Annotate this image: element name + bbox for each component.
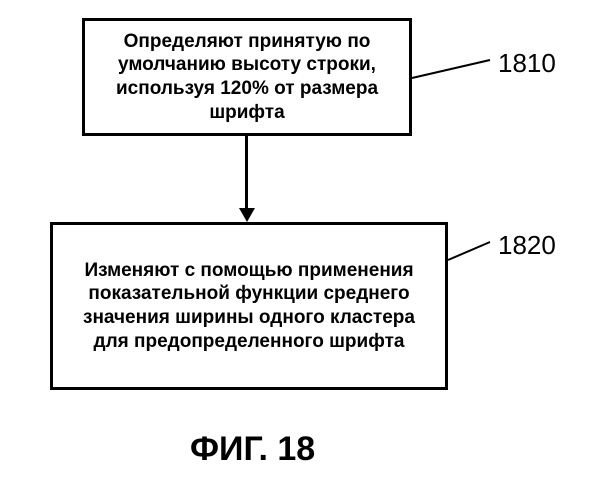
flow-node-2: Изменяют с помощью применения показатель… <box>50 222 448 390</box>
ref-label-2: 1820 <box>498 230 556 261</box>
ref-label-1: 1810 <box>498 48 556 79</box>
flow-node-1: Определяют принятую по умолчанию высоту … <box>82 18 412 136</box>
flow-node-1-text: Определяют принятую по умолчанию высоту … <box>99 30 395 125</box>
figure-caption: ФИГ. 18 <box>190 430 315 469</box>
arrow-1-head <box>239 208 255 222</box>
arrow-1-line <box>245 136 248 208</box>
flow-node-2-text: Изменяют с помощью применения показатель… <box>67 259 431 354</box>
